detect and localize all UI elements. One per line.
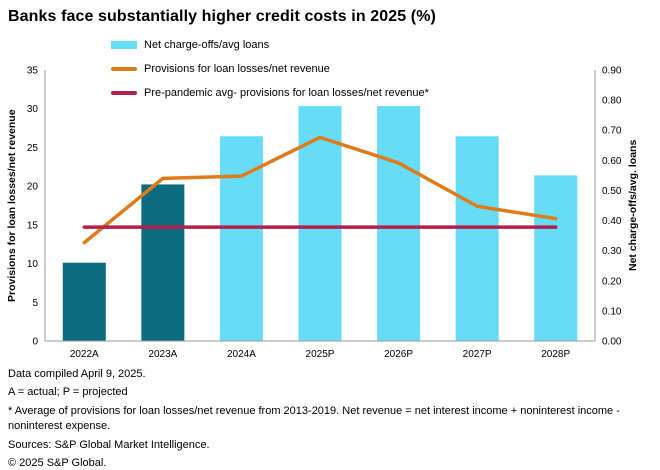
category-label: 2027P <box>463 349 492 360</box>
legend-item-net-charge-offs: Net charge-offs/avg loans <box>111 33 429 57</box>
right-tick-label: 0.20 <box>602 276 622 287</box>
left-tick-label: 25 <box>27 143 39 154</box>
bar-2023A <box>141 184 185 341</box>
bar-2022A <box>62 262 106 341</box>
legend-label: Provisions for loan losses/net revenue <box>144 63 330 75</box>
legend-item-pre-pandemic-avg: Pre-pandemic avg- provisions for loan lo… <box>111 81 429 105</box>
category-label: 2022A <box>70 349 99 360</box>
chart-footer: Data compiled April 9, 2025. A = actual;… <box>8 367 654 470</box>
right-tick-label: 0.10 <box>602 306 622 317</box>
legend-label: Net charge-offs/avg loans <box>144 39 270 51</box>
right-tick-label: 0.60 <box>602 156 622 167</box>
right-tick-label: 0.70 <box>602 126 622 137</box>
category-label: 2023A <box>148 349 177 360</box>
line-swatch-icon <box>111 67 137 71</box>
right-tick-label: 0.30 <box>602 246 622 257</box>
bar-2028P <box>534 175 578 341</box>
right-tick-label: 0.00 <box>602 337 622 348</box>
category-label: 2025P <box>306 349 335 360</box>
footer-footnote: * Average of provisions for loan losses/… <box>8 404 620 433</box>
footer-sources: Sources: S&P Global Market Intelligence. <box>8 438 210 451</box>
bar-2026P <box>377 106 421 341</box>
bar-swatch-icon <box>111 41 137 49</box>
chart-legend: Net charge-offs/avg loans Provisions for… <box>111 33 429 105</box>
bar-2027P <box>455 136 499 341</box>
footer-copyright: © 2025 S&P Global. <box>8 456 107 469</box>
line-swatch-icon <box>111 91 137 95</box>
line-series-0 <box>82 135 558 245</box>
category-label: 2028P <box>541 349 570 360</box>
left-tick-label: 0 <box>32 337 38 348</box>
right-tick-label: 0.40 <box>602 216 622 227</box>
left-tick-label: 15 <box>27 220 39 231</box>
right-tick-label: 0.80 <box>602 96 622 107</box>
left-tick-label: 30 <box>27 104 39 115</box>
right-tick-label: 0.90 <box>602 66 622 77</box>
category-label: 2026P <box>384 349 413 360</box>
left-tick-label: 10 <box>27 259 39 270</box>
footer-legend-key: A = actual; P = projected <box>8 386 128 399</box>
legend-label: Pre-pandemic avg- provisions for loan lo… <box>144 87 429 99</box>
footer-data-compiled: Data compiled April 9, 2025. <box>8 368 146 380</box>
left-tick-label: 20 <box>27 182 39 193</box>
left-tick-label: 5 <box>32 298 38 309</box>
left-tick-label: 35 <box>27 66 39 77</box>
legend-item-provisions: Provisions for loan losses/net revenue <box>111 57 429 81</box>
category-label: 2024A <box>227 349 256 360</box>
chart-title: Banks face substantially higher credit c… <box>8 8 436 25</box>
right-tick-label: 0.50 <box>602 186 622 197</box>
